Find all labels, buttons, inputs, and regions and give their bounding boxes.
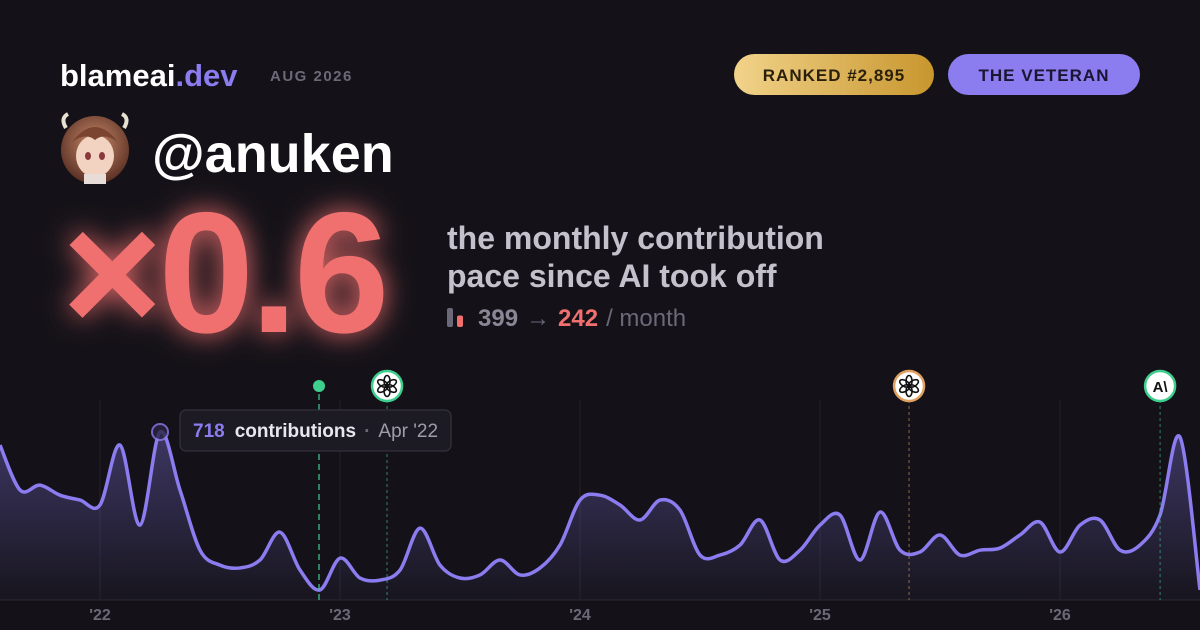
rank-badge — [734, 54, 934, 95]
pace-stats: 399 → 242 / month — [478, 305, 686, 332]
x-tick-label: '23 — [329, 607, 351, 624]
multiplier: ×0.6 — [62, 177, 386, 369]
avatar — [61, 112, 129, 184]
tooltip-date: Apr '22 — [378, 421, 438, 442]
tooltip-value: 718 — [193, 421, 225, 442]
mini-bar-after — [457, 315, 463, 327]
event-label: A\ — [1153, 379, 1169, 396]
description-line: pace since AI took off — [447, 258, 777, 294]
title-badge — [948, 54, 1140, 95]
area — [0, 431, 1200, 600]
tooltip-text: 718 contributions · Apr '22 — [193, 421, 438, 442]
username: @anuken — [152, 124, 394, 184]
event-dot — [313, 380, 326, 392]
pace-after: 242 — [558, 305, 598, 332]
tooltip-separator: · — [364, 421, 370, 442]
pace-arrow: → — [526, 305, 550, 332]
tooltip-label: contributions — [235, 421, 356, 442]
event-glyph — [376, 378, 389, 389]
x-tick-label: '22 — [89, 607, 111, 624]
rank-badge-text: RANKED #2,895 — [763, 66, 905, 85]
x-tick-label: '24 — [569, 607, 591, 624]
report-date: AUG 2026 — [270, 68, 353, 85]
tooltip: 718 contributions · Apr '22 — [179, 409, 452, 452]
x-tick-label: '26 — [1049, 607, 1071, 624]
mini-bars — [447, 308, 463, 327]
event-glyph — [898, 378, 911, 389]
title-badge-text: THE VETERAN — [979, 66, 1110, 85]
pace-unit: / month — [606, 305, 686, 332]
brand-domain: .dev — [175, 58, 238, 93]
description-line: the monthly contribution — [447, 220, 824, 256]
brand: blameai.dev — [60, 58, 238, 93]
line — [0, 430, 1200, 592]
chart: '22 '23 '24 '25 '26 A\ 718 contributions · Apr '2… — [0, 369, 1200, 624]
mini-bar-before — [447, 308, 453, 327]
pace-before: 399 — [478, 305, 518, 332]
highlight-point — [151, 423, 170, 441]
event-icon — [1143, 369, 1177, 403]
tooltip-box — [179, 409, 452, 452]
x-tick-label: '25 — [809, 607, 831, 624]
brand-name: blameai — [60, 58, 175, 93]
